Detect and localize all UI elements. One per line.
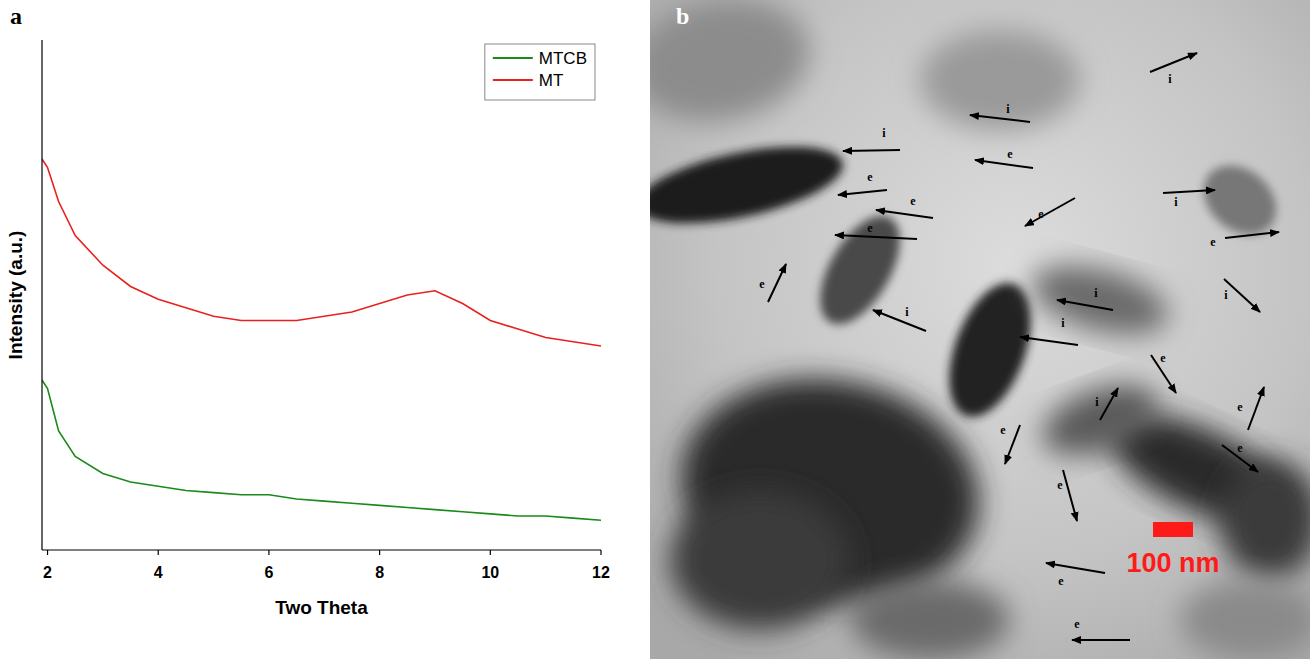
x-tick-label: 4	[154, 564, 163, 581]
annotation-label: i	[1174, 195, 1178, 209]
panel-label: a	[10, 3, 22, 29]
annotation-label: e	[910, 194, 916, 208]
annotation-label: e	[867, 170, 873, 184]
tem-image	[650, 0, 1310, 659]
annotation-arrow	[843, 150, 900, 151]
x-tick-label: 12	[592, 564, 610, 581]
x-tick	[268, 550, 269, 555]
particle	[650, 0, 819, 135]
x-tick	[600, 550, 601, 555]
annotation-arrow	[1020, 337, 1078, 345]
annotation-label: i	[1094, 286, 1098, 300]
annotation-label: e	[867, 221, 873, 235]
particle	[650, 132, 849, 238]
legend-box	[485, 44, 595, 100]
annotation-label: e	[1038, 207, 1044, 221]
annotation-arrow	[1005, 425, 1020, 464]
x-tick-label: 2	[43, 564, 52, 581]
panel-label: b	[676, 3, 689, 29]
particle	[670, 490, 850, 630]
annotation-arrow	[1063, 470, 1077, 521]
x-axis-title: Two Theta	[275, 597, 368, 618]
legend-swatch	[493, 79, 533, 81]
x-tick-label: 10	[481, 564, 499, 581]
y-axis-title: Intensity (a.u.)	[5, 231, 26, 360]
particle	[850, 580, 1010, 659]
annotation-arrow	[1057, 300, 1113, 310]
particle	[1025, 253, 1176, 347]
annotation-label: i	[1168, 72, 1172, 86]
annotation-arrow	[1150, 53, 1197, 72]
particle	[804, 203, 916, 337]
annotation-arrow	[975, 160, 1033, 168]
annotation-arrow	[838, 190, 887, 195]
annotation-label: e	[1058, 574, 1064, 588]
annotation-arrow	[1072, 639, 1130, 641]
legend-swatch	[493, 57, 533, 59]
x-tick-label: 8	[375, 564, 384, 581]
annotation-label: e	[759, 277, 765, 291]
x-tick	[158, 550, 159, 555]
x-axis	[42, 549, 601, 550]
legend: MTCB MT	[485, 44, 595, 100]
x-tick	[379, 550, 380, 555]
annotation-label: i	[882, 126, 886, 140]
particle	[1033, 371, 1166, 468]
annotation-label: e	[1237, 400, 1243, 414]
annotation-arrow	[835, 235, 917, 239]
series-line	[42, 380, 601, 520]
annotation-label: i	[1095, 395, 1099, 409]
annotation-arrow	[1248, 387, 1264, 430]
annotation-label: e	[1160, 351, 1166, 365]
x-tick-label: 6	[264, 564, 273, 581]
particle	[1180, 580, 1310, 659]
annotation-arrow	[876, 210, 933, 218]
annotation-label: e	[1000, 423, 1006, 437]
annotation-label: i	[1224, 288, 1228, 302]
annotation-label: e	[1007, 147, 1013, 161]
annotation-label: e	[1074, 617, 1080, 631]
scale-bar-label: 100 nm	[1126, 548, 1219, 578]
lines	[42, 159, 601, 520]
legend-label: MTCB	[539, 49, 587, 68]
x-tick	[47, 550, 48, 555]
annotation-label: e	[1237, 441, 1243, 455]
annotation-label: e	[1210, 235, 1216, 249]
annotation-arrow	[768, 264, 786, 302]
annotation-arrow	[1163, 190, 1215, 193]
series-line	[42, 159, 601, 346]
annotation-arrow	[1025, 198, 1075, 226]
particle	[920, 30, 1080, 130]
scale-bar	[1153, 522, 1193, 537]
annotation-arrow	[970, 115, 1030, 122]
annotation-arrow	[1100, 388, 1118, 420]
legend-label: MT	[539, 71, 564, 90]
annotation-label: i	[905, 305, 909, 319]
particle	[933, 272, 1047, 427]
annotation-arrow	[873, 310, 926, 331]
annotation-arrow	[1225, 232, 1279, 238]
figure: a24681012Two ThetaIntensity (a.u.)MTCBMT…	[0, 0, 1310, 659]
annotation-label: e	[1057, 478, 1063, 492]
particle	[1220, 460, 1310, 580]
particle	[1190, 151, 1290, 248]
x-tick	[490, 550, 491, 555]
y-axis	[41, 40, 42, 550]
annotation-arrow	[1224, 279, 1260, 312]
annotation-arrow	[1046, 563, 1105, 573]
annotation-label: i	[1061, 316, 1065, 330]
annotation-label: i	[1006, 102, 1010, 116]
